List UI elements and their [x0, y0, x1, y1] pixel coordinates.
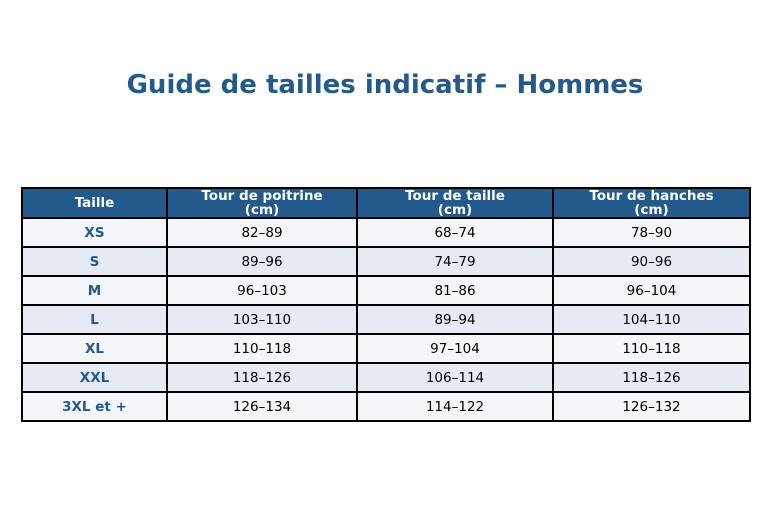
- table-row: S 89–96 74–79 90–96: [21, 246, 751, 277]
- waist-cell: 68–74: [356, 217, 554, 248]
- header-chest-label: Tour de poitrine: [201, 188, 323, 204]
- hips-cell: 118–126: [552, 362, 751, 393]
- chest-cell: 126–134: [166, 391, 358, 422]
- header-chest-unit: (cm): [244, 202, 280, 218]
- header-chest: Tour de poitrine (cm): [166, 187, 358, 219]
- page-title: Guide de tailles indicatif – Hommes: [126, 70, 644, 100]
- header-hips-label: Tour de hanches: [589, 188, 714, 204]
- size-cell: M: [21, 275, 168, 306]
- size-cell: S: [21, 246, 168, 277]
- table-row: XL 110–118 97–104 110–118: [21, 333, 751, 364]
- chest-cell: 96–103: [166, 275, 358, 306]
- table-row: 3XL et + 126–134 114–122 126–132: [21, 391, 751, 422]
- table-row: XS 82–89 68–74 78–90: [21, 217, 751, 248]
- header-size-label: Taille: [74, 195, 115, 211]
- size-guide-table: Taille Tour de poitrine (cm) Tour de tai…: [21, 187, 751, 422]
- waist-cell: 97–104: [356, 333, 554, 364]
- size-cell: XL: [21, 333, 168, 364]
- header-waist: Tour de taille (cm): [356, 187, 554, 219]
- header-hips: Tour de hanches (cm): [552, 187, 751, 219]
- size-cell: XXL: [21, 362, 168, 393]
- waist-cell: 106–114: [356, 362, 554, 393]
- waist-cell: 81–86: [356, 275, 554, 306]
- size-cell: XS: [21, 217, 168, 248]
- waist-cell: 114–122: [356, 391, 554, 422]
- waist-cell: 74–79: [356, 246, 554, 277]
- chest-cell: 103–110: [166, 304, 358, 335]
- header-size: Taille: [21, 187, 168, 219]
- size-cell: L: [21, 304, 168, 335]
- chest-cell: 82–89: [166, 217, 358, 248]
- table-row: XXL 118–126 106–114 118–126: [21, 362, 751, 393]
- hips-cell: 96–104: [552, 275, 751, 306]
- table-row: M 96–103 81–86 96–104: [21, 275, 751, 306]
- hips-cell: 104–110: [552, 304, 751, 335]
- hips-cell: 126–132: [552, 391, 751, 422]
- hips-cell: 90–96: [552, 246, 751, 277]
- table-header-row: Taille Tour de poitrine (cm) Tour de tai…: [21, 187, 751, 219]
- header-waist-label: Tour de taille: [405, 188, 505, 204]
- header-waist-unit: (cm): [437, 202, 473, 218]
- chest-cell: 89–96: [166, 246, 358, 277]
- table-row: L 103–110 89–94 104–110: [21, 304, 751, 335]
- hips-cell: 110–118: [552, 333, 751, 364]
- chest-cell: 118–126: [166, 362, 358, 393]
- waist-cell: 89–94: [356, 304, 554, 335]
- header-hips-unit: (cm): [634, 202, 669, 218]
- hips-cell: 78–90: [552, 217, 751, 248]
- size-cell: 3XL et +: [21, 391, 168, 422]
- chest-cell: 110–118: [166, 333, 358, 364]
